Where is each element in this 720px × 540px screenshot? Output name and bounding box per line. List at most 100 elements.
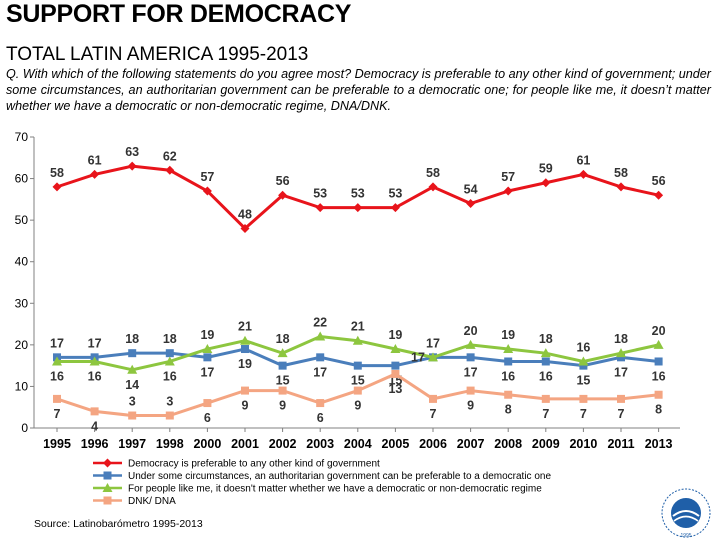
data-point	[503, 344, 514, 354]
x-tick-label: 1996	[81, 437, 109, 451]
data-label: 22	[313, 316, 327, 330]
data-label: 17	[200, 365, 214, 379]
data-point	[466, 199, 476, 209]
data-label: 15	[576, 374, 590, 388]
data-label: 53	[351, 187, 365, 201]
data-point	[241, 345, 249, 354]
x-tick-label: 2006	[419, 437, 447, 451]
data-label: 16	[576, 340, 590, 354]
data-point	[202, 344, 213, 354]
data-point	[428, 352, 438, 362]
data-label: 58	[614, 166, 628, 180]
data-point	[165, 165, 175, 175]
data-label: 53	[388, 187, 402, 201]
data-point	[240, 335, 250, 345]
data-point	[316, 399, 325, 408]
data-label: 56	[652, 174, 666, 188]
data-label: 17	[464, 365, 478, 379]
data-label: 19	[200, 328, 214, 342]
data-label: 18	[125, 332, 139, 346]
data-point	[128, 411, 137, 420]
data-label: 7	[54, 407, 61, 421]
data-label: 17	[614, 365, 628, 379]
data-point	[52, 182, 62, 192]
data-point	[616, 182, 626, 192]
data-point	[315, 203, 325, 213]
data-label: 6	[317, 411, 324, 425]
legend-marker	[102, 483, 113, 492]
data-label: 16	[88, 369, 102, 383]
data-point	[654, 390, 663, 399]
data-label: 20	[464, 324, 478, 338]
data-point	[164, 356, 175, 366]
data-label: 15	[276, 374, 290, 388]
data-point	[429, 394, 437, 403]
data-label: 19	[501, 328, 515, 342]
data-point	[503, 186, 513, 196]
x-tick-label: 2010	[569, 437, 597, 451]
data-label: 58	[426, 166, 440, 180]
data-point	[90, 169, 100, 179]
data-label: 17	[313, 365, 327, 379]
legend-entry: For people like me, it doesn't matter wh…	[128, 484, 542, 495]
y-tick-label: 50	[15, 213, 29, 227]
data-point	[241, 386, 249, 395]
data-label: 7	[430, 407, 437, 421]
data-point	[277, 348, 288, 358]
data-point	[466, 386, 475, 395]
data-label: 16	[50, 369, 64, 383]
y-tick-label: 0	[21, 421, 28, 435]
data-point	[353, 386, 362, 395]
data-label: 3	[166, 395, 173, 409]
data-point	[390, 203, 400, 213]
data-point	[541, 394, 550, 403]
data-point	[579, 394, 588, 403]
data-label: 17	[426, 336, 440, 350]
data-point	[466, 353, 475, 362]
legend-entry: Democracy is preferable to any other kin…	[128, 459, 380, 470]
data-label: 9	[354, 399, 361, 413]
data-point	[127, 161, 137, 171]
y-tick-label: 30	[15, 296, 29, 310]
data-label: 16	[501, 369, 515, 383]
data-point	[90, 407, 99, 416]
data-label: 21	[238, 320, 252, 334]
source-note: Source: Latinobarómetro 1995-2013	[34, 518, 203, 530]
data-point	[353, 361, 362, 370]
data-point	[278, 361, 287, 370]
data-label: 61	[88, 153, 102, 167]
data-point	[504, 390, 513, 399]
data-point	[653, 339, 664, 349]
data-label: 17	[50, 336, 64, 350]
data-point	[165, 411, 174, 420]
data-label: 59	[539, 162, 553, 176]
y-tick-label: 20	[15, 338, 29, 352]
x-tick-label: 2005	[381, 437, 409, 451]
y-tick-label: 10	[15, 379, 29, 393]
data-label: 8	[505, 403, 512, 417]
data-label: 57	[200, 170, 214, 184]
x-tick-label: 2011	[607, 437, 634, 451]
data-label: 9	[242, 399, 249, 413]
x-tick-label: 1995	[43, 437, 71, 451]
logo-years: 1995	[680, 533, 691, 539]
data-label: 13	[388, 382, 402, 396]
data-point	[203, 399, 212, 408]
data-label: 3	[129, 395, 136, 409]
data-label: 16	[652, 369, 666, 383]
data-point	[391, 369, 400, 378]
survey-question: Q. With which of the following statement…	[6, 67, 711, 113]
data-label: 62	[163, 149, 177, 163]
x-tick-label: 2007	[457, 437, 485, 451]
data-point	[540, 348, 551, 358]
x-tick-label: 2008	[494, 437, 522, 451]
data-label: 16	[539, 369, 553, 383]
x-tick-label: 2004	[344, 437, 372, 451]
y-tick-label: 60	[15, 172, 29, 186]
data-label: 18	[539, 332, 553, 346]
page-title: SUPPORT FOR DEMOCRACY	[6, 0, 352, 28]
data-label: 18	[276, 332, 290, 346]
data-point	[616, 348, 626, 358]
data-label: 53	[313, 187, 327, 201]
data-label: 54	[464, 183, 478, 197]
